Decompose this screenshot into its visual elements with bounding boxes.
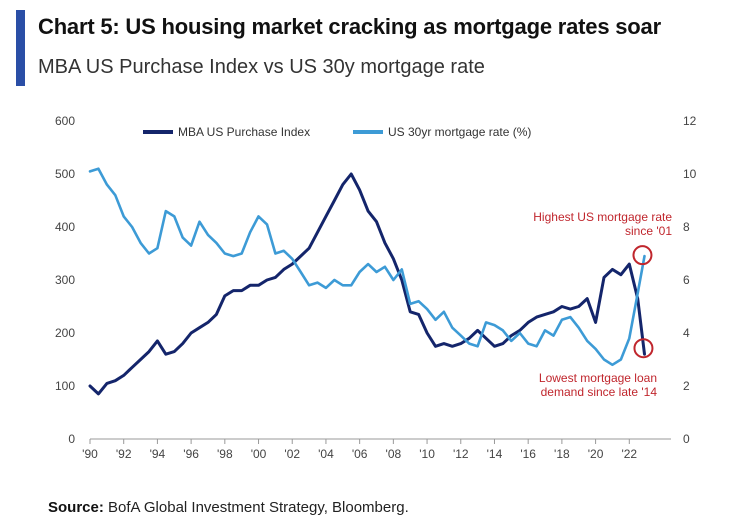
- y-left-tick-label: 500: [55, 167, 75, 181]
- annotation-high-rate-text: since '01: [625, 224, 672, 238]
- x-tick-label: '96: [183, 447, 199, 461]
- y-left-tick-label: 300: [55, 273, 75, 287]
- mortgage-rate-line: [88, 167, 646, 367]
- source-text: BofA Global Investment Strategy, Bloombe…: [108, 499, 409, 516]
- y-right-tick-label: 2: [683, 379, 690, 393]
- purchase-index-line: [88, 172, 646, 396]
- x-tick-label: '16: [520, 447, 536, 461]
- x-tick-label: '22: [621, 447, 637, 461]
- source-label: Source:: [48, 499, 104, 516]
- y-left-tick-label: 200: [55, 326, 75, 340]
- x-tick-label: '20: [588, 447, 604, 461]
- source-note: Source: BofA Global Investment Strategy,…: [48, 499, 409, 516]
- y-right-tick-label: 12: [683, 114, 697, 128]
- y-right-tick-label: 6: [683, 273, 690, 287]
- annotation-low-demand-text: demand since late '14: [541, 385, 658, 399]
- y-right-tick-label: 4: [683, 326, 690, 340]
- x-tick-label: '98: [217, 447, 233, 461]
- title-accent-bar: [16, 10, 25, 86]
- annotation-circle-high-rate: [632, 245, 653, 266]
- legend-label: MBA US Purchase Index: [178, 125, 310, 139]
- annotation-low-demand-text: Lowest mortgage loan: [539, 371, 657, 385]
- x-tick-label: '08: [386, 447, 402, 461]
- x-tick-label: '90: [82, 447, 98, 461]
- y-right-tick-label: 8: [683, 220, 690, 234]
- y-left-tick-label: 100: [55, 379, 75, 393]
- y-left-tick-label: 400: [55, 220, 75, 234]
- x-tick-label: '18: [554, 447, 570, 461]
- x-tick-label: '06: [352, 447, 368, 461]
- y-right-tick-label: 0: [683, 432, 690, 446]
- chart-title: Chart 5: US housing market cracking as m…: [38, 14, 661, 39]
- x-tick-label: '12: [453, 447, 469, 461]
- x-tick-label: '04: [318, 447, 334, 461]
- x-tick-label: '94: [150, 447, 166, 461]
- x-tick-label: '10: [419, 447, 435, 461]
- y-left-tick-label: 600: [55, 114, 75, 128]
- y-right-tick-label: 10: [683, 167, 697, 181]
- x-tick-label: '92: [116, 447, 132, 461]
- annotation-high-rate-text: Highest US mortgage rate: [533, 210, 672, 224]
- legend-label: US 30yr mortgage rate (%): [388, 125, 531, 139]
- chart-subtitle: MBA US Purchase Index vs US 30y mortgage…: [38, 56, 485, 78]
- y-left-tick-label: 0: [68, 432, 75, 446]
- x-tick-label: '00: [251, 447, 267, 461]
- x-tick-label: '02: [284, 447, 300, 461]
- x-tick-label: '14: [487, 447, 503, 461]
- annotation-circle-low-demand: [633, 338, 654, 359]
